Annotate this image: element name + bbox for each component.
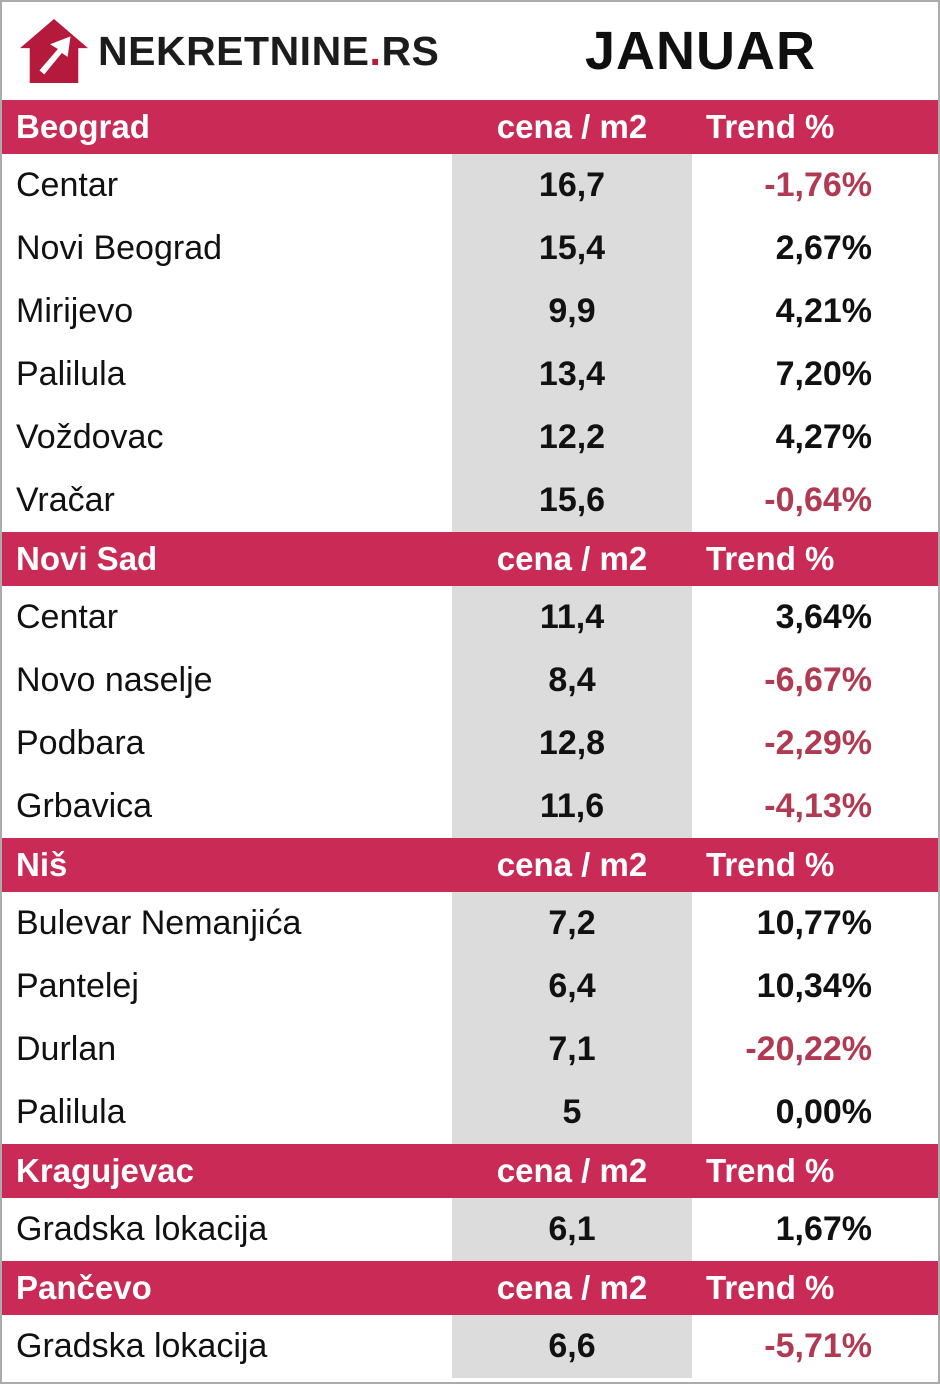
location-label: Bulevar Nemanjića — [16, 904, 302, 942]
price-column-header: cena / m2 — [496, 1269, 648, 1306]
trend-value: 2,67% — [775, 229, 872, 267]
table-row: Podbara 12,8 -2,29% — [2, 712, 938, 775]
location-label: Vračar — [16, 481, 115, 519]
price-value: 9,9 — [452, 280, 692, 343]
header: NEKRETNINE.RS JANUAR — [2, 2, 938, 100]
table-row: Novo naselje 8,4 -6,67% — [2, 649, 938, 712]
trend-column-header: Trend % — [706, 1269, 835, 1306]
location-label: Palilula — [16, 1093, 126, 1131]
location-label: Gradska lokacija — [16, 1210, 268, 1248]
trend-value: -5,71% — [764, 1327, 872, 1365]
trend-value: 7,20% — [775, 355, 872, 393]
section-header-pan-evo: Pančevo cena / m2 Trend % — [2, 1261, 938, 1315]
table-row: Pantelej 6,4 10,34% — [2, 955, 938, 1018]
table-row: Grbavica 11,6 -4,13% — [2, 775, 938, 838]
section-title: Pančevo — [16, 1269, 152, 1306]
trend-value: 10,34% — [756, 967, 872, 1005]
section-title: Beograd — [16, 108, 150, 145]
table-row: Vračar 15,6 -0,64% — [2, 469, 938, 532]
house-logo-icon — [20, 18, 88, 84]
trend-value: 1,67% — [775, 1210, 872, 1248]
price-value: 15,4 — [452, 217, 692, 280]
location-label: Mirijevo — [16, 292, 134, 330]
section-title: Niš — [16, 846, 68, 883]
table-row: Voždovac 12,2 4,27% — [2, 406, 938, 469]
brand-name-main: NEKRETNINE — [98, 27, 370, 74]
table-row: Centar 16,7 -1,76% — [2, 154, 938, 217]
trend-column-header: Trend % — [706, 108, 835, 145]
table-row: Palilula 5 0,00% — [2, 1081, 938, 1144]
brand-dot: . — [369, 27, 382, 74]
price-column-header: cena / m2 — [496, 846, 648, 883]
location-label: Voždovac — [16, 418, 164, 456]
location-label: Centar — [16, 598, 119, 636]
location-label: Pantelej — [16, 967, 139, 1005]
price-column-header: cena / m2 — [496, 1152, 648, 1189]
trend-value: 3,64% — [775, 598, 872, 636]
month-title: JANUAR — [584, 21, 816, 81]
trend-column-header: Trend % — [706, 1152, 835, 1189]
table-row: Durlan 7,1 -20,22% — [2, 1018, 938, 1081]
location-label: Novo naselje — [16, 661, 213, 699]
price-value: 15,6 — [452, 469, 692, 532]
price-value: 11,6 — [452, 775, 692, 838]
section-title: Kragujevac — [16, 1152, 194, 1189]
table-row: Gradska lokacija 6,6 -5,71% — [2, 1315, 938, 1378]
trend-value: -1,76% — [764, 166, 872, 204]
brand-logo: NEKRETNINE.RS — [18, 17, 439, 85]
price-column-header: cena / m2 — [496, 108, 648, 145]
trend-value: 10,77% — [756, 904, 872, 942]
table-row: Bulevar Nemanjića 7,2 10,77% — [2, 892, 938, 955]
brand-name: NEKRETNINE.RS — [98, 28, 439, 75]
price-value: 8,4 — [452, 649, 692, 712]
price-value: 7,2 — [452, 892, 692, 955]
location-label: Novi Beograd — [16, 229, 223, 267]
price-value: 6,6 — [452, 1315, 692, 1378]
table-row: Gradska lokacija 6,1 1,67% — [2, 1198, 938, 1261]
price-value: 6,4 — [452, 955, 692, 1018]
trend-value: -4,13% — [764, 787, 872, 825]
section-header-ni-: Niš cena / m2 Trend % — [2, 838, 938, 892]
location-label: Gradska lokacija — [16, 1327, 268, 1365]
location-label: Durlan — [16, 1030, 117, 1068]
section-title: Novi Sad — [16, 540, 158, 577]
price-value: 12,2 — [452, 406, 692, 469]
trend-value: 4,27% — [775, 418, 872, 456]
price-value: 5 — [452, 1081, 692, 1144]
section-header-beograd: Beograd cena / m2 Trend % — [2, 100, 938, 154]
trend-column-header: Trend % — [706, 846, 835, 883]
section-header-novi-sad: Novi Sad cena / m2 Trend % — [2, 532, 938, 586]
location-label: Grbavica — [16, 787, 153, 825]
trend-value: -0,64% — [764, 481, 872, 519]
price-value: 11,4 — [452, 586, 692, 649]
price-value: 12,8 — [452, 712, 692, 775]
price-value: 6,1 — [452, 1198, 692, 1261]
table-row: Palilula 13,4 7,20% — [2, 343, 938, 406]
trend-column-header: Trend % — [706, 540, 835, 577]
price-value: 13,4 — [452, 343, 692, 406]
trend-value: 0,00% — [775, 1093, 872, 1131]
price-table: Beograd cena / m2 Trend % Centar 16,7 -1,76% N… — [2, 100, 938, 1378]
table-row: Novi Beograd 15,4 2,67% — [2, 217, 938, 280]
trend-value: -6,67% — [764, 661, 872, 699]
price-column-header: cena / m2 — [496, 540, 648, 577]
location-label: Centar — [16, 166, 119, 204]
table-row: Centar 11,4 3,64% — [2, 586, 938, 649]
location-label: Palilula — [16, 355, 126, 393]
trend-value: -2,29% — [764, 724, 872, 762]
table-row: Mirijevo 9,9 4,21% — [2, 280, 938, 343]
price-value: 7,1 — [452, 1018, 692, 1081]
brand-tld: RS — [381, 27, 440, 74]
trend-value: 4,21% — [775, 292, 872, 330]
location-label: Podbara — [16, 724, 145, 762]
trend-value: -20,22% — [745, 1030, 872, 1068]
section-header-kragujevac: Kragujevac cena / m2 Trend % — [2, 1144, 938, 1198]
price-value: 16,7 — [452, 154, 692, 217]
